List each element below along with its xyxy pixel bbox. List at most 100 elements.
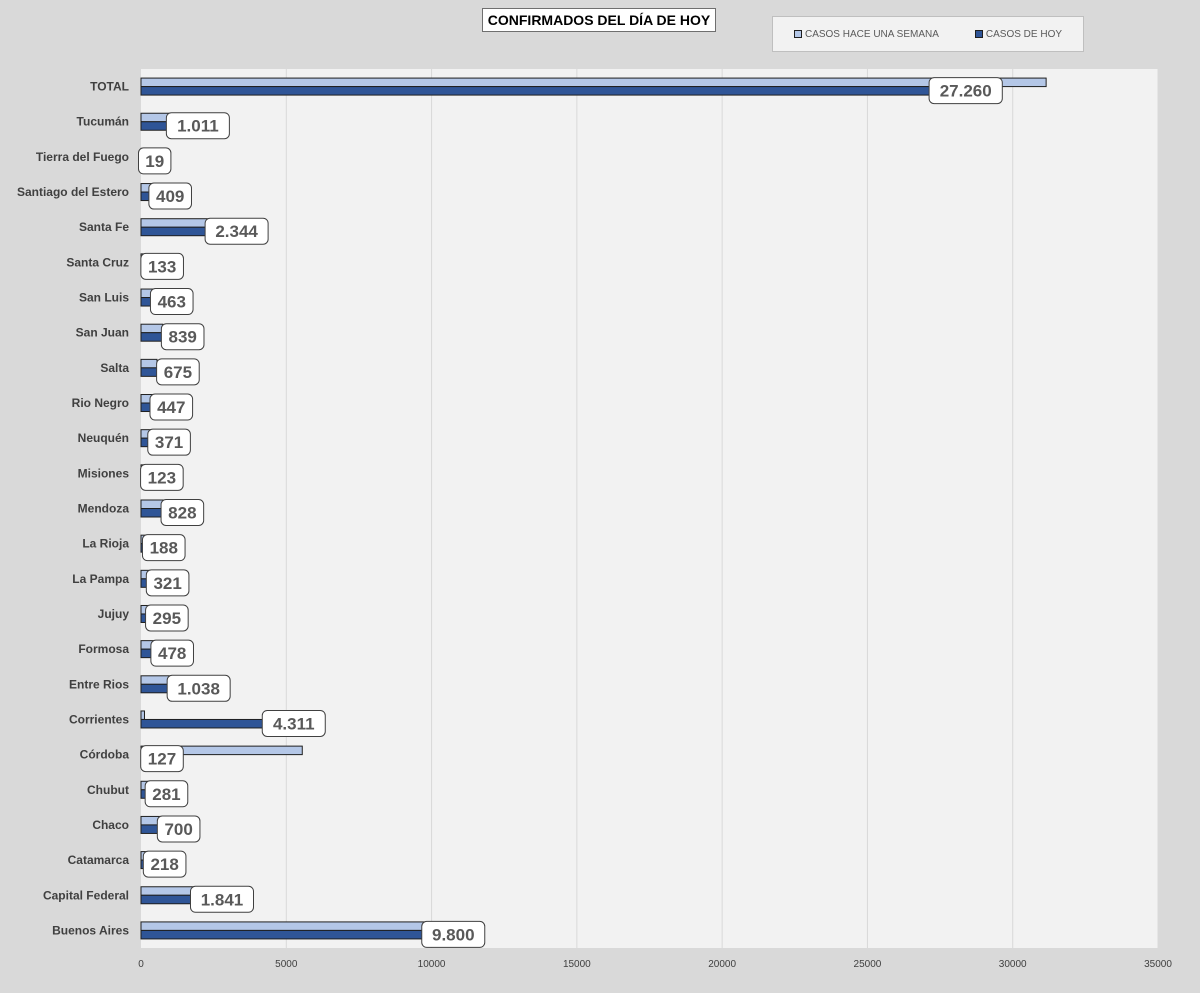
category-label-tierra-del-fuego: Tierra del Fuego [36, 150, 129, 164]
data-label-santiago-del-estero: 409 [156, 187, 184, 206]
data-label-box-tierra-del-fuego [138, 147, 172, 175]
data-label-box-santiago-del-estero [148, 182, 192, 210]
data-label-box-formosa [150, 639, 194, 667]
data-label-box-santa-fe [204, 217, 269, 245]
bar-week-ago-salta [140, 358, 158, 369]
category-label-san-luis: San Luis [79, 291, 129, 305]
data-label-rio-negro: 447 [157, 398, 185, 417]
data-label-entre-rios: 1.038 [177, 679, 220, 698]
category-label-la-pampa: La Pampa [72, 572, 129, 586]
data-label-box-chaco [156, 815, 201, 843]
data-label-box-santa-cruz [140, 252, 184, 280]
data-label-box-catamarca [142, 850, 187, 878]
category-label-buenos-aires: Buenos Aires [52, 923, 129, 937]
category-label-chubut: Chubut [87, 783, 129, 797]
bar-week-ago-corrientes [140, 710, 145, 720]
data-label-neuquen: 371 [155, 433, 183, 452]
bar-week-ago-total [140, 77, 1047, 88]
legend-item-today: CASOS DE HOY [974, 28, 1063, 40]
data-label-box-entre-rios [166, 674, 231, 702]
bar-week-ago-buenos-aires [140, 921, 433, 931]
bar-week-ago-santa-fe [140, 218, 212, 228]
data-label-chubut: 281 [152, 785, 180, 804]
data-label-box-cordoba [140, 745, 184, 773]
data-label-santa-cruz: 133 [148, 257, 176, 276]
category-label-catamarca: Catamarca [68, 853, 130, 867]
bar-week-ago-san-juan [140, 323, 164, 334]
legend-item-week-ago: CASOS HACE UNA SEMANA [793, 28, 939, 40]
data-label-box-mendoza [160, 499, 205, 526]
category-label-la-rioja: La Rioja [82, 537, 129, 551]
category-label-santa-fe: Santa Fe [79, 220, 129, 234]
category-label-santiago-del-estero: Santiago del Estero [17, 185, 129, 199]
data-label-box-la-rioja [141, 534, 186, 562]
data-label-box-la-pampa [145, 569, 190, 597]
category-label-formosa: Formosa [78, 642, 129, 656]
data-label-misiones: 123 [148, 468, 176, 487]
category-label-mendoza: Mendoza [78, 502, 130, 516]
legend-swatch-week-ago [793, 30, 802, 38]
data-label-box-misiones [140, 463, 184, 491]
data-label-mendoza: 828 [168, 504, 196, 523]
bar-today-entre-rios [140, 683, 172, 694]
category-label-jujuy: Jujuy [98, 607, 130, 621]
data-label-san-luis: 463 [158, 293, 186, 312]
x-tick-label: 25000 [854, 959, 882, 970]
category-label-entre-rios: Entre Rios [69, 677, 129, 691]
data-label-la-rioja: 188 [150, 539, 178, 558]
category-label-corrientes: Corrientes [69, 712, 129, 726]
data-label-box-rio-negro [149, 393, 194, 421]
data-label-box-salta [156, 358, 200, 386]
data-label-formosa: 478 [158, 644, 186, 663]
data-label-box-chubut [144, 780, 189, 808]
bar-today-capital-federal [140, 894, 195, 905]
legend-label-week-ago: CASOS HACE UNA SEMANA [804, 28, 939, 40]
data-label-tucuman: 1.011 [177, 117, 219, 136]
legend: CASOS HACE UNA SEMANA CASOS DE HOY [772, 16, 1084, 52]
bar-today-total [140, 86, 934, 96]
category-label-total: TOTAL [90, 80, 129, 94]
data-label-box-corrientes [261, 709, 326, 737]
x-tick-label: 20000 [708, 959, 736, 970]
data-label-buenos-aires: 9.800 [432, 925, 475, 944]
legend-label-today: CASOS DE HOY [985, 28, 1063, 40]
chart-title: CONFIRMADOS DEL DÍA DE HOY [482, 8, 716, 32]
bar-today-buenos-aires [140, 929, 427, 940]
category-label-neuquen: Neuquén [78, 431, 129, 445]
data-label-chaco: 700 [164, 820, 192, 839]
category-label-rio-negro: Rio Negro [72, 396, 129, 410]
data-label-tierra-del-fuego: 19 [145, 152, 164, 171]
data-label-catamarca: 218 [150, 855, 178, 874]
data-label-la-pampa: 321 [153, 574, 181, 593]
data-label-box-capital-federal [189, 885, 254, 913]
plot-area [141, 69, 1158, 948]
x-tick-label: 15000 [563, 959, 591, 970]
x-tick-label: 5000 [275, 959, 298, 970]
category-label-tucuman: Tucumán [77, 115, 129, 129]
x-tick-label: 35000 [1144, 959, 1172, 970]
data-label-san-juan: 839 [168, 328, 196, 347]
x-tick-label: 0 [138, 959, 144, 970]
data-label-box-buenos-aires [421, 920, 486, 948]
data-label-corrientes: 4.311 [273, 714, 315, 733]
data-label-box-san-juan [160, 323, 205, 351]
data-label-cordoba: 127 [148, 750, 176, 769]
category-label-cordoba: Córdoba [80, 748, 130, 762]
legend-swatch-today [974, 30, 983, 38]
category-label-salta: Salta [100, 361, 129, 375]
data-label-jujuy: 295 [153, 609, 181, 628]
data-label-box-neuquen [147, 428, 191, 456]
data-label-box-tucuman [165, 112, 230, 140]
category-label-santa-cruz: Santa Cruz [66, 255, 129, 269]
data-label-box-san-luis [149, 288, 194, 316]
category-label-san-juan: San Juan [76, 326, 129, 340]
data-label-box-total [928, 77, 1003, 105]
bar-today-corrientes [140, 718, 267, 729]
data-label-box-jujuy [145, 604, 189, 632]
category-label-capital-federal: Capital Federal [43, 888, 129, 902]
category-label-chaco: Chaco [92, 818, 129, 832]
bar-today-santa-fe [140, 226, 210, 237]
x-tick-label: 30000 [999, 959, 1027, 970]
